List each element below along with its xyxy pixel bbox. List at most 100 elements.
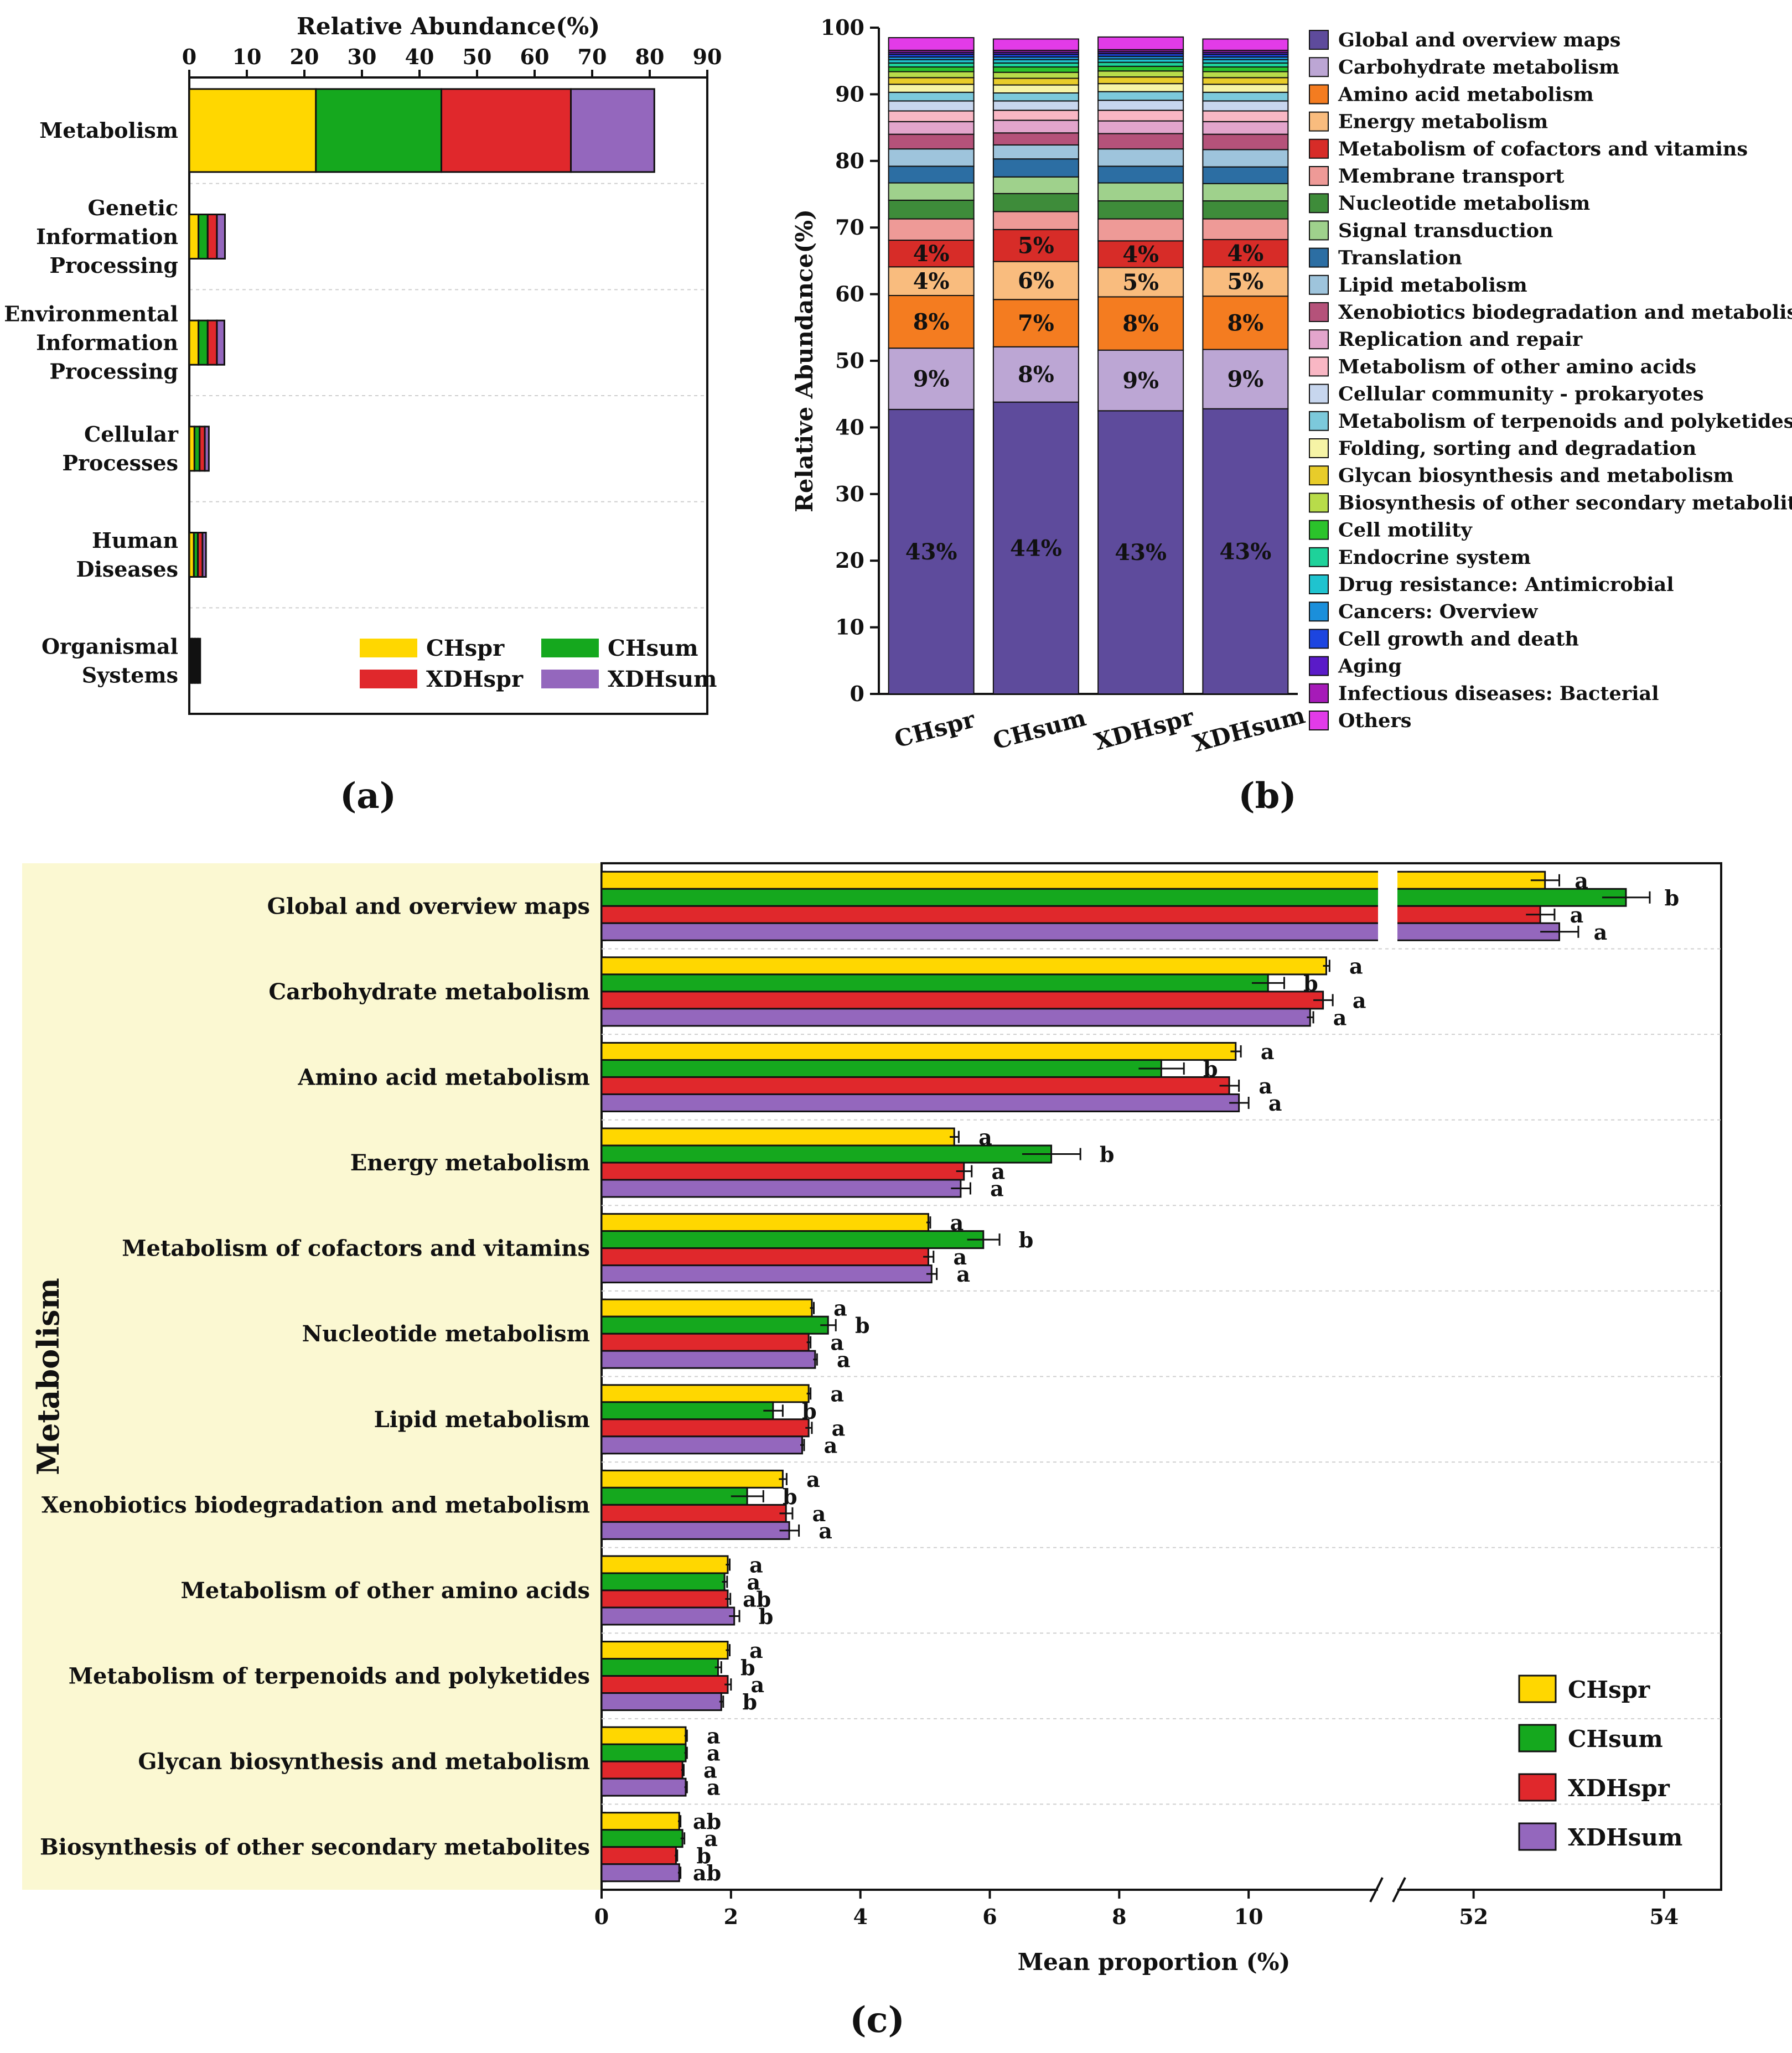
- category-label-c: Global and overview maps: [267, 893, 590, 919]
- x-tick-label-a: 30: [348, 44, 377, 69]
- group-label-c: Metabolism: [30, 1278, 66, 1475]
- significance-letter-c: a: [832, 1416, 846, 1440]
- category-label-a: Metabolism: [39, 118, 178, 143]
- legend-label-c: XDHsum: [1568, 1824, 1682, 1851]
- bar-c-CHsum: [600, 1401, 774, 1420]
- legend-swatch-a: [541, 639, 599, 657]
- x-tick-label-c: 4: [853, 1904, 867, 1929]
- bar-segment-b: [1202, 408, 1289, 694]
- bar-segment-b: [1097, 110, 1184, 122]
- legend-label-b: Membrane transport: [1338, 165, 1564, 188]
- bar-segment-b: [888, 165, 975, 184]
- bar-segment-b: [888, 240, 975, 268]
- y-tick-label-b: 10: [835, 615, 864, 640]
- bar-a-CHspr: [188, 214, 200, 260]
- significance-letter-c: a: [1268, 1091, 1282, 1116]
- significance-letter-c: b: [1100, 1142, 1115, 1167]
- legend-label-b: Energy metabolism: [1338, 111, 1548, 133]
- bar-segment-b: [992, 38, 1079, 51]
- x-tick-label-a: 60: [520, 44, 550, 69]
- bar-segment-b: [888, 84, 975, 93]
- legend-swatch-b: [1309, 356, 1329, 377]
- category-label-c: Metabolism of cofactors and vitamins: [122, 1236, 590, 1262]
- data-label-b: 5%: [1018, 233, 1054, 259]
- legend-swatch-c: [1518, 1724, 1557, 1753]
- metabolism-label-band: [22, 863, 602, 1890]
- bar-c-CHsum: [600, 1658, 719, 1677]
- significance-letter-c: b: [1019, 1227, 1034, 1252]
- x-tick-label-b: XDHsum: [1190, 701, 1308, 757]
- x-tick-label-a: 40: [405, 44, 434, 69]
- legend-label-b: Replication and repair: [1338, 328, 1583, 351]
- x-tick-label-c: 6: [982, 1904, 997, 1929]
- bar-segment-b: [1202, 71, 1289, 79]
- bar-segment-b: [992, 66, 1079, 73]
- legend-swatch-b: [1309, 383, 1329, 404]
- y-tick-label-b: 80: [835, 148, 864, 173]
- data-label-b: 9%: [1122, 368, 1159, 394]
- legend-swatch-b: [1309, 274, 1329, 295]
- bar-segment-b: [1097, 296, 1184, 351]
- bar-c-XDHspr: [600, 1162, 965, 1181]
- significance-letter-c: ab: [693, 1860, 721, 1885]
- bar-segment-b: [1097, 61, 1184, 67]
- bar-segment-b: [992, 261, 1079, 300]
- x-tick-label-a: 20: [290, 44, 319, 69]
- legend-label-b: Drug resistance: Antimicrobial: [1338, 573, 1674, 596]
- significance-letter-c: a: [990, 1176, 1004, 1201]
- bar-segment-b: [888, 295, 975, 349]
- bar-c-CHsum: [600, 1572, 726, 1591]
- legend-swatch-b: [1309, 247, 1329, 268]
- significance-letter-c: b: [759, 1604, 774, 1629]
- significance-letter-c: a: [1258, 1074, 1272, 1098]
- significance-letter-c: a: [812, 1501, 826, 1526]
- bar-segment-b: [992, 176, 1079, 194]
- bar-segment-b: [1097, 76, 1184, 85]
- bar-segment-b: [1202, 110, 1289, 122]
- bar-segment-b: [1097, 100, 1184, 111]
- significance-letter-c: a: [749, 1552, 763, 1577]
- bar-c-XDHsum: [600, 1863, 680, 1883]
- legend-swatch-a: [360, 670, 417, 688]
- significance-letter-c: a: [751, 1672, 765, 1697]
- legend-swatch-b: [1309, 329, 1329, 350]
- bar-segment-b: [1202, 62, 1289, 68]
- label-line: Organismal: [42, 634, 178, 659]
- data-label-b: 43%: [1220, 538, 1272, 564]
- bar-c-XDHsum: [600, 1692, 722, 1712]
- bar-c-XDHsum: [600, 1606, 736, 1626]
- bar-segment-b: [1202, 218, 1289, 240]
- legend-label-b: Translation: [1338, 247, 1462, 269]
- legend-swatch-b: [1309, 302, 1329, 322]
- legend-swatch-b: [1309, 411, 1329, 431]
- bar-segment-b: [1202, 100, 1289, 112]
- bar-a-XDHspr: [206, 214, 218, 260]
- category-label-c: Metabolism of terpenoids and polyketides: [69, 1663, 590, 1689]
- bar-a-XDHsum: [204, 426, 210, 472]
- bar-segment-b: [1202, 66, 1289, 72]
- bar-segment-b: [1097, 218, 1184, 242]
- bar-segment-b: [1097, 165, 1184, 184]
- category-label-c: Metabolism of other amino acids: [180, 1578, 590, 1604]
- bar-a-CHsum: [315, 88, 443, 173]
- label-line: Processes: [62, 450, 178, 475]
- legend-label-b: Lipid metabolism: [1338, 274, 1527, 297]
- bar-c-XDHspr: [600, 1076, 1230, 1095]
- legend-swatch-b: [1309, 629, 1329, 649]
- x-tick-label-c: 8: [1112, 1904, 1126, 1929]
- legend-label-b: Signal transduction: [1338, 219, 1553, 242]
- legend-label-b: Aging: [1338, 655, 1402, 678]
- category-label-c: Carbohydrate metabolism: [268, 979, 590, 1005]
- bar-segment-b: [888, 37, 975, 51]
- bar-segment-b: [888, 121, 975, 135]
- significance-letter-c: a: [707, 1741, 721, 1766]
- y-tick-label-b: 0: [850, 681, 864, 706]
- bar-c-XDHspr: [600, 1418, 810, 1438]
- x-tick-label-a: 10: [232, 44, 262, 69]
- bar-segment-b: [1097, 410, 1184, 694]
- bar-c-CHspr: [600, 1298, 813, 1318]
- bar-c-CHspr: [600, 1384, 810, 1403]
- bar-segment-b: [1202, 295, 1289, 350]
- significance-letter-c: ab: [693, 1809, 721, 1834]
- panel-label-b: (b): [1238, 775, 1296, 817]
